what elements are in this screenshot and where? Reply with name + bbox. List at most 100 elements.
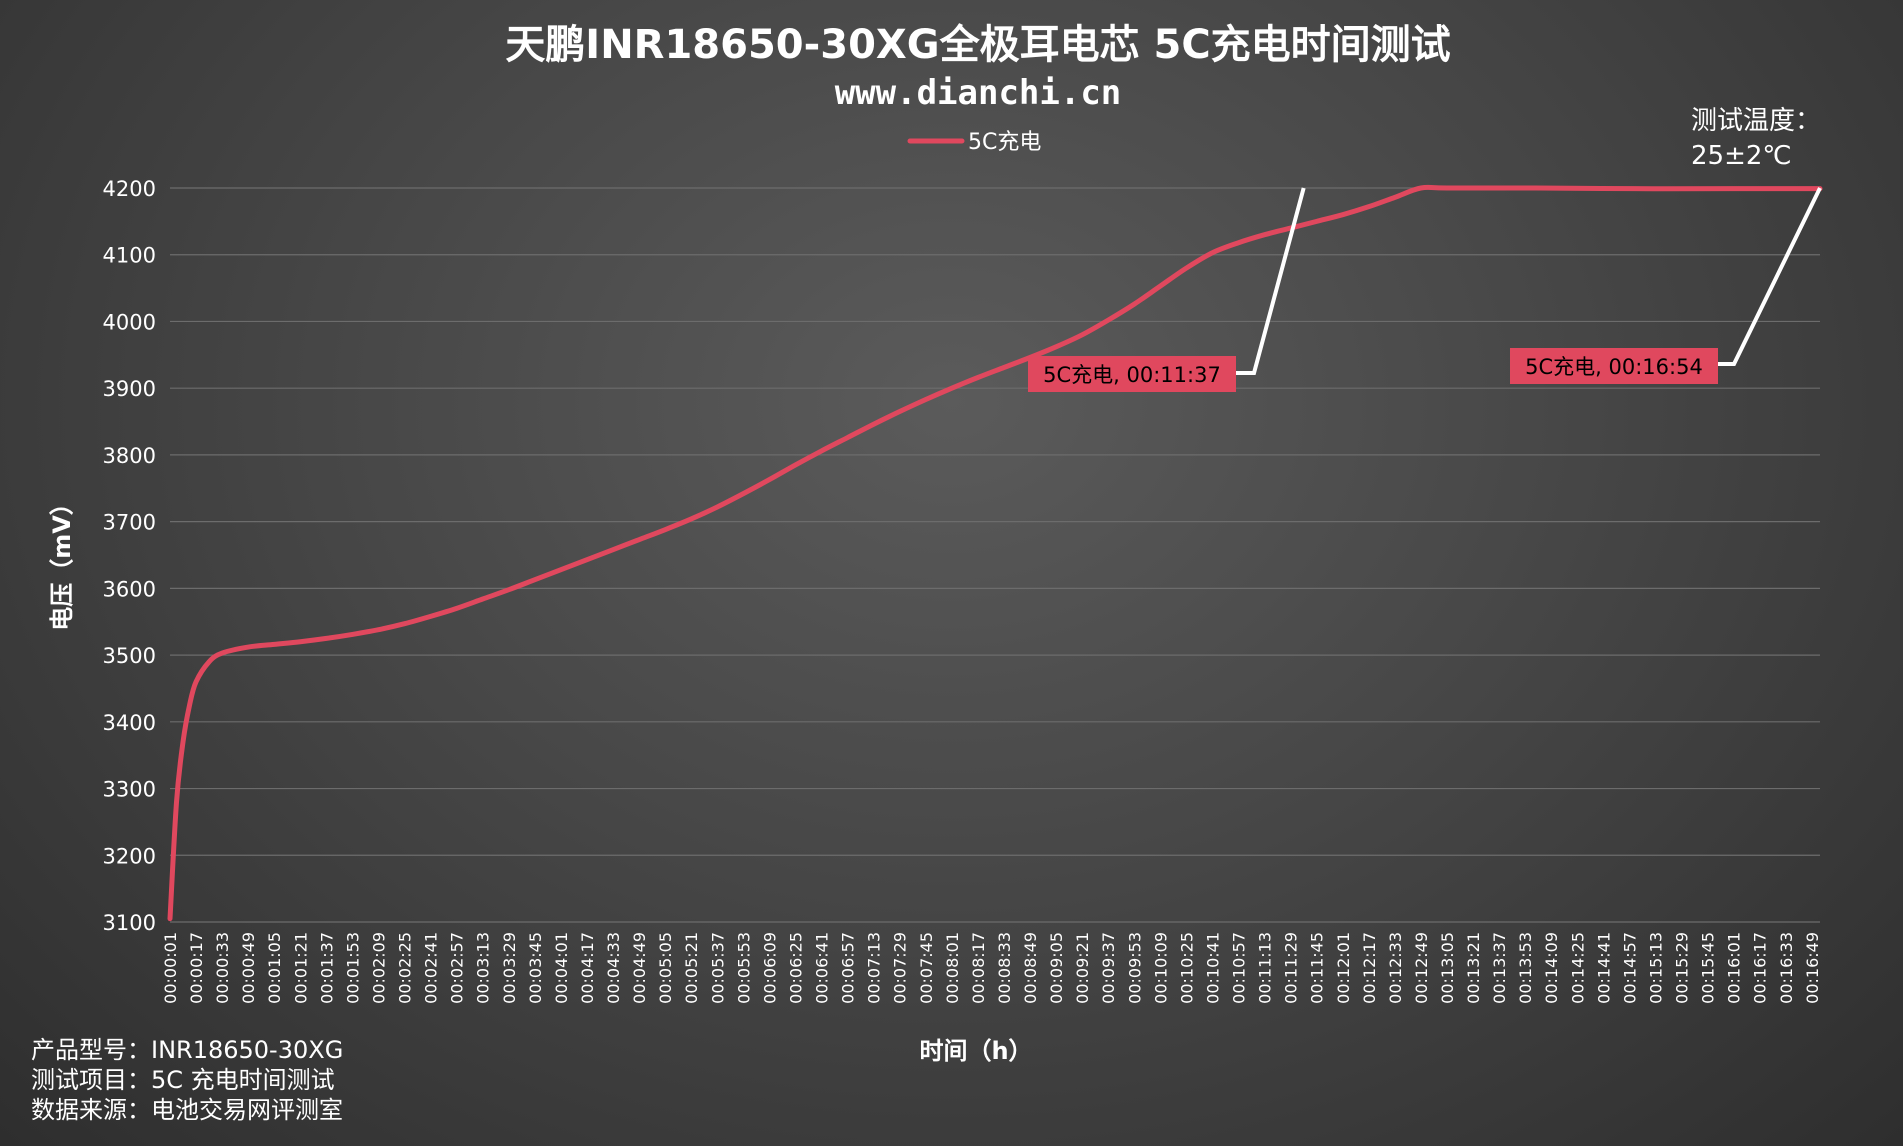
callout-box-0 [1028, 356, 1236, 392]
temperature-note: 测试温度： 25±2℃ [1691, 104, 1821, 174]
x-tick-label-5: 00:01:21 [291, 932, 310, 1004]
x-tick-label-15: 00:04:01 [552, 932, 571, 1004]
x-tick-label-21: 00:05:37 [708, 932, 727, 1004]
grid-layer [170, 187, 1820, 923]
x-tick-label-13: 00:03:29 [500, 932, 519, 1004]
x-tick-label-61: 00:16:17 [1751, 932, 1770, 1004]
x-tick-label-52: 00:13:53 [1516, 932, 1535, 1004]
x-tick-label-39: 00:10:25 [1177, 932, 1196, 1004]
y-tick-label-3800: 3800 [103, 444, 156, 468]
footer-data-source: 数据来源：电池交易网评测室 [31, 1096, 343, 1124]
x-tick-label-33: 00:08:49 [1021, 932, 1040, 1004]
x-tick-label-7: 00:01:53 [343, 932, 362, 1004]
y-axis-label: 电压（mV） [48, 491, 76, 631]
chart-subtitle: www.dianchi.cn [835, 73, 1122, 113]
x-tick-label-56: 00:14:57 [1620, 932, 1639, 1004]
y-tick-label-4200: 4200 [103, 177, 156, 201]
x-tick-label-62: 00:16:33 [1777, 932, 1796, 1004]
x-tick-label-24: 00:06:25 [786, 932, 805, 1004]
x-tick-label-60: 00:16:01 [1725, 932, 1744, 1004]
x-tick-label-30: 00:08:01 [943, 932, 962, 1004]
x-tick-label-2: 00:00:33 [213, 932, 232, 1004]
callout-leader-1 [1718, 187, 1822, 366]
y-tick-label-4100: 4100 [103, 244, 156, 268]
x-tick-label-58: 00:15:29 [1673, 932, 1692, 1004]
y-axis-ticks: 3100 3200 3300 3400 3500 3600 3700 3800 3900 4000… [103, 177, 156, 935]
callout-leader-0 [1236, 187, 1306, 375]
x-tick-label-0: 00:00:01 [161, 932, 180, 1004]
x-tick-label-1: 00:00:17 [187, 932, 206, 1004]
x-tick-label-22: 00:05:53 [734, 932, 753, 1004]
y-tick-label-3400: 3400 [103, 711, 156, 735]
x-tick-label-40: 00:10:41 [1203, 932, 1222, 1004]
y-tick-label-3700: 3700 [103, 511, 156, 535]
x-tick-label-59: 00:15:45 [1699, 932, 1718, 1004]
callout-label-0: 5C充电, 00:11:37 [1043, 363, 1221, 387]
x-tick-label-54: 00:14:25 [1568, 932, 1587, 1004]
y-tick-label-3600: 3600 [103, 577, 156, 601]
x-tick-label-42: 00:11:13 [1256, 932, 1275, 1004]
x-tick-label-37: 00:09:53 [1125, 932, 1144, 1004]
x-tick-label-8: 00:02:09 [369, 932, 388, 1004]
callout-label-1: 5C充电, 00:16:54 [1525, 355, 1703, 379]
x-tick-label-4: 00:01:05 [265, 932, 284, 1004]
footer-product-model: 产品型号：INR18650-30XG [31, 1036, 344, 1064]
legend-label: 5C充电 [968, 130, 1041, 155]
x-tick-label-11: 00:02:57 [448, 932, 467, 1004]
series-layer [167, 184, 1823, 922]
x-tick-label-47: 00:12:33 [1386, 932, 1405, 1004]
y-tick-label-3900: 3900 [103, 377, 156, 401]
x-tick-label-36: 00:09:37 [1099, 932, 1118, 1004]
x-tick-label-46: 00:12:17 [1360, 932, 1379, 1004]
x-tick-label-19: 00:05:05 [656, 932, 675, 1004]
footer-test-item: 测试项目：5C 充电时间测试 [31, 1066, 335, 1094]
x-tick-label-20: 00:05:21 [682, 932, 701, 1004]
temperature-note-label: 测试温度： [1690, 106, 1821, 136]
x-tick-label-26: 00:06:57 [839, 932, 858, 1004]
y-tick-label-3200: 3200 [103, 844, 156, 868]
x-tick-label-49: 00:13:05 [1438, 932, 1457, 1004]
temperature-note-value: 25±2℃ [1690, 141, 1792, 171]
y-tick-label-3300: 3300 [103, 778, 156, 802]
x-tick-label-31: 00:08:17 [969, 932, 988, 1004]
chart-title: 天鹏INR18650-30XG全极耳电芯 5C充电时间测试 [505, 22, 1450, 68]
x-tick-label-48: 00:12:49 [1412, 932, 1431, 1004]
x-tick-label-29: 00:07:45 [917, 932, 936, 1004]
legend: 5C充电 [907, 130, 1041, 155]
x-tick-label-50: 00:13:21 [1464, 932, 1483, 1004]
x-tick-label-12: 00:03:13 [474, 932, 493, 1004]
x-tick-label-35: 00:09:21 [1073, 932, 1092, 1004]
x-tick-label-28: 00:07:29 [891, 932, 910, 1004]
x-tick-label-6: 00:01:37 [317, 932, 336, 1004]
x-tick-label-10: 00:02:41 [422, 932, 441, 1004]
y-tick-label-4000: 4000 [103, 310, 156, 334]
x-tick-label-16: 00:04:17 [578, 932, 597, 1004]
callout-box-1 [1510, 348, 1718, 384]
x-tick-label-44: 00:11:45 [1308, 932, 1327, 1004]
x-axis-ticks: 00:00:01 00:00:17 00:00:33 00:00:49 00:01:05… [161, 932, 1822, 1004]
y-tick-label-3500: 3500 [103, 644, 156, 668]
y-tick-label-3100: 3100 [103, 911, 156, 935]
x-tick-label-27: 00:07:13 [865, 932, 884, 1004]
x-tick-label-38: 00:10:09 [1151, 932, 1170, 1004]
x-axis-label: 时间（h） [919, 1037, 1032, 1065]
x-tick-label-45: 00:12:01 [1334, 932, 1353, 1004]
x-tick-label-25: 00:06:41 [813, 932, 832, 1004]
x-tick-label-14: 00:03:45 [526, 932, 545, 1004]
x-tick-label-18: 00:04:49 [630, 932, 649, 1004]
x-tick-label-57: 00:15:13 [1646, 932, 1665, 1004]
x-tick-label-53: 00:14:09 [1542, 932, 1561, 1004]
x-tick-label-17: 00:04:33 [604, 932, 623, 1004]
series-line-0 [167, 184, 1823, 922]
x-tick-label-32: 00:08:33 [995, 932, 1014, 1004]
x-tick-label-55: 00:14:41 [1594, 932, 1613, 1004]
x-tick-label-43: 00:11:29 [1282, 932, 1301, 1004]
x-tick-label-9: 00:02:25 [396, 932, 415, 1004]
x-tick-label-63: 00:16:49 [1803, 932, 1822, 1004]
x-tick-label-34: 00:09:05 [1047, 932, 1066, 1004]
x-tick-label-51: 00:13:37 [1490, 932, 1509, 1004]
x-tick-label-3: 00:00:49 [239, 932, 258, 1004]
callout-layer: 5C充电, 00:11:37 5C充电, 00:16:54 [1028, 187, 1822, 392]
